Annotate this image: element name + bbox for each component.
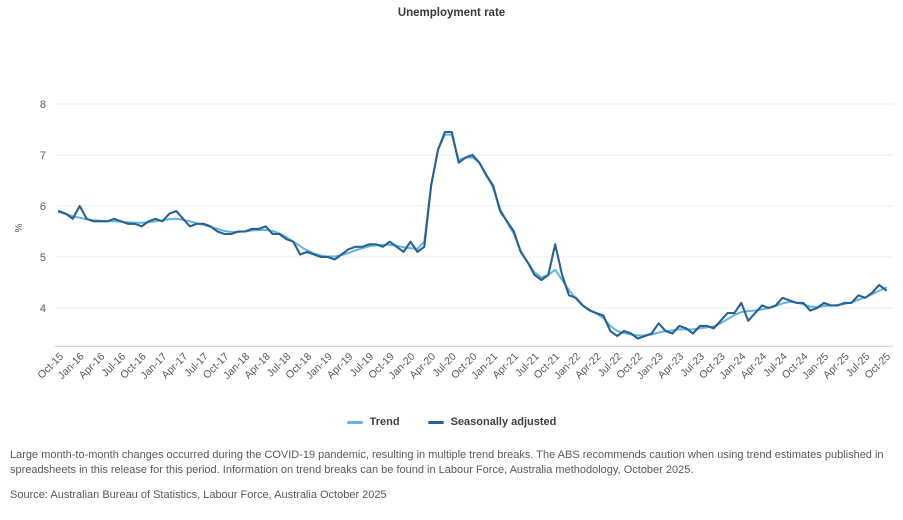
y-tick-label: 7 <box>40 150 46 162</box>
seasonally-adjusted-line-swatch-icon <box>427 420 444 424</box>
legend-label-seasonally-adjusted: Seasonally adjusted <box>450 416 557 428</box>
trend-break-note: Large month-to-month changes occurred du… <box>10 449 884 477</box>
legend-item-seasonally-adjusted[interactable]: Seasonally adjusted <box>427 416 557 428</box>
chart-legend: Trend Seasonally adjusted <box>0 416 903 428</box>
y-axis-label: % <box>14 223 25 232</box>
y-tick-label: 4 <box>40 303 46 315</box>
legend-label-trend: Trend <box>369 416 400 428</box>
source-line: Source: Australian Bureau of Statistics,… <box>10 489 387 501</box>
y-tick-label: 8 <box>40 99 46 111</box>
legend-item-trend[interactable]: Trend <box>346 416 400 428</box>
y-tick-label: 5 <box>40 252 46 264</box>
trend-line-swatch-icon <box>346 420 363 424</box>
seasonally-adjusted-line[interactable] <box>57 130 888 340</box>
chart-title: Unemployment rate <box>397 7 506 19</box>
unemployment-chart-plot[interactable]: 45678%Oct-15Jan-16Apr-16Jul-16Oct-16Jan-… <box>0 0 903 412</box>
y-tick-label: 6 <box>40 201 46 213</box>
